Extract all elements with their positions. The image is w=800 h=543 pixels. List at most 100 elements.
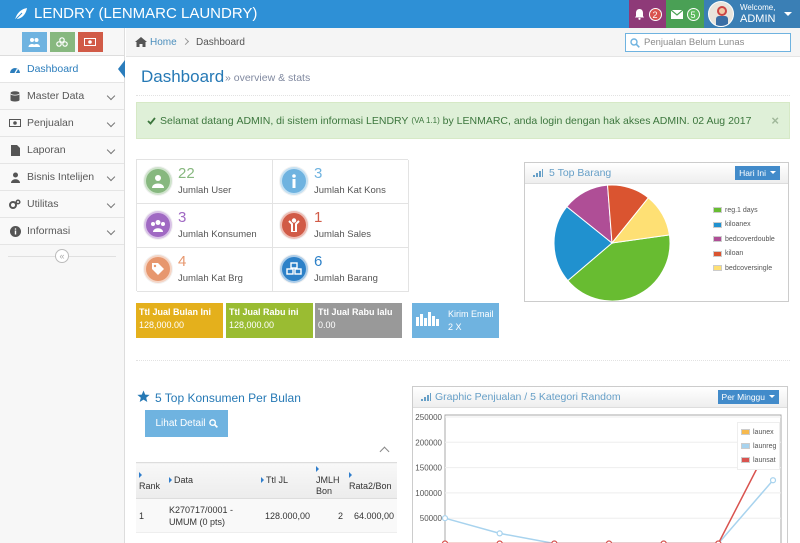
period-dropdown[interactable]: Hari Ini — [735, 166, 780, 180]
sidebar-item-label: Utilitas — [27, 198, 59, 210]
stat-label: Jumlah Konsumen — [178, 229, 257, 240]
alert-text-mid: , di sistem informasi — [270, 114, 367, 127]
sidebar-item-label: Dashboard — [27, 63, 79, 75]
graphic-penjualan-widget: Graphic Penjualan / 5 Kategori Random Pe… — [412, 386, 788, 543]
chevron-down-icon — [106, 145, 116, 155]
chevron-up-icon[interactable] — [379, 446, 390, 457]
kirim-email-count: 2 X — [448, 322, 462, 332]
stat-label: Jumlah Kat Kons — [314, 185, 386, 196]
kirim-email-box[interactable]: Kirim Email 2 X — [412, 303, 499, 338]
lihat-detail-label: Lihat Detail — [155, 418, 206, 429]
page-title: Dashboard — [141, 67, 225, 86]
user-icon — [9, 171, 21, 183]
notifications-button[interactable]: 2 — [629, 0, 666, 28]
chevron-down-icon — [106, 199, 116, 209]
legend-swatch — [713, 236, 722, 243]
top-barang-widget: 5 Top Barang Hari Ini reg.1 days kiloane… — [524, 162, 789, 302]
infobox-title: Ttl Jual Bulan Ini — [139, 307, 212, 317]
brand[interactable]: LENDRY (LENMARC LAUNDRY) — [14, 4, 257, 24]
y-tick-label: 50000 — [420, 514, 443, 523]
welcome-text: Welcome, ADMIN — [740, 3, 775, 25]
shortcut-users-button[interactable] — [21, 31, 47, 52]
legend-swatch — [713, 221, 722, 228]
pie-chart — [553, 185, 671, 301]
avatar — [708, 1, 734, 27]
y-tick-label: 150000 — [415, 464, 442, 473]
chevron-down-icon — [106, 226, 116, 236]
widget-title: Graphic Penjualan / 5 Kategori Random — [435, 391, 621, 403]
column-header-rata2-bon[interactable]: Rata2/Bon — [346, 462, 397, 499]
sidebar-collapse-button[interactable]: « — [55, 249, 69, 263]
table-row: 1 K270717/0001 - UMUM (0 pts) 128.000,00… — [136, 498, 397, 533]
alert-user: ADMIN — [236, 114, 271, 127]
tags-icon — [144, 255, 172, 283]
shortcut-money-button[interactable] — [77, 31, 103, 52]
cell-rank: 1 — [136, 498, 166, 533]
home-icon — [135, 37, 147, 47]
sidebar-item-master-data[interactable]: Master Data — [0, 83, 124, 110]
welcome-label: Welcome, — [740, 3, 776, 12]
breadcrumb-home-link[interactable]: Home — [150, 37, 177, 48]
stat-label: Jumlah User — [178, 185, 232, 196]
sidebar-item-laporan[interactable]: Laporan — [0, 137, 124, 164]
legend-label: kiloanex — [725, 221, 751, 229]
alert-text-suffix: by LENMARC, anda login dengan hak akses … — [439, 114, 752, 127]
sidebar: Dashboard Master Data Penjualan Laporan … — [0, 28, 125, 543]
chevron-right-icon — [181, 37, 190, 46]
kirim-email-title: Kirim Email — [448, 309, 494, 319]
top-konsumen-table: Rank Data Ttl JL JMLH Bon Rata2/Bon 1 K2… — [136, 462, 397, 533]
legend-label: kiloan — [725, 250, 744, 258]
chevron-down-icon — [106, 172, 116, 182]
close-icon[interactable]: × — [771, 113, 779, 128]
money-icon — [84, 37, 96, 46]
cubes-icon — [280, 255, 308, 283]
page-subtitle: » overview & stats — [225, 72, 311, 84]
stat-label: Jumlah Kat Brg — [178, 273, 243, 284]
sidebar-collapse-row: « — [0, 245, 124, 267]
legend-swatch — [713, 265, 722, 272]
legend-label: bedcoverdouble — [725, 235, 775, 243]
sidebar-item-bisnis-intelijen[interactable]: Bisnis Intelijen — [0, 164, 124, 191]
infobox-title: Ttl Jual Rabu ini — [229, 307, 299, 317]
top-konsumen-title: 5 Top Konsumen Per Bulan — [155, 391, 301, 405]
cogs-icon — [9, 198, 21, 210]
legend-swatch — [741, 457, 750, 463]
line-legend: launex launreg launsat — [737, 422, 781, 470]
infobox-ttl-jual-rabu-lalu: Ttl Jual Rabu lalu 0.00 — [315, 303, 402, 338]
signal-icon — [421, 393, 431, 401]
sidebar-item-penjualan[interactable]: Penjualan — [0, 110, 124, 137]
line-chart: 250000 200000 150000 100000 50000 — [415, 413, 782, 543]
column-header-rank[interactable]: Rank — [136, 462, 166, 499]
column-label: Rank — [139, 480, 161, 491]
column-header-data[interactable]: Data — [166, 462, 258, 499]
breadcrumb-current: Dashboard — [196, 37, 245, 48]
sort-icon — [169, 477, 172, 483]
period-dropdown[interactable]: Per Minggu — [717, 390, 779, 404]
column-label: Ttl JL — [266, 475, 289, 485]
sidebar-item-informasi[interactable]: Informasi — [0, 218, 124, 245]
lihat-detail-button[interactable]: Lihat Detail — [145, 410, 228, 437]
caret-down-icon — [784, 12, 792, 16]
infobox-title: Ttl Jual Rabu lalu — [318, 307, 393, 317]
sidebar-item-label: Master Data — [27, 90, 85, 102]
sidebar-item-dashboard[interactable]: Dashboard — [0, 56, 125, 83]
sort-icon — [139, 471, 142, 478]
shortcut-group-button[interactable] — [49, 31, 75, 52]
column-header-ttl-jl[interactable]: Ttl JL — [258, 462, 313, 499]
column-label: Rata2/Bon — [349, 480, 392, 491]
messages-button[interactable]: 5 — [666, 0, 704, 28]
welcome-alert: Selamat datang ADMIN , di sistem informa… — [136, 102, 790, 139]
users-icon — [144, 211, 172, 239]
breadcrumb: Home Dashboard — [126, 28, 800, 57]
sidebar-item-utilitas[interactable]: Utilitas — [0, 191, 124, 218]
message-count-badge: 5 — [686, 7, 700, 21]
signal-icon — [533, 169, 543, 177]
column-header-jmlh-bon[interactable]: JMLH Bon — [313, 462, 346, 499]
sort-icon — [316, 466, 319, 472]
infobox-value: 128,000.00 — [229, 320, 275, 330]
user-menu[interactable]: Welcome, ADMIN — [704, 0, 800, 28]
search-input[interactable] — [644, 37, 784, 48]
y-tick-label: 250000 — [415, 413, 442, 422]
sidebar-item-label: Laporan — [27, 144, 66, 156]
sidebar-item-label: Bisnis Intelijen — [27, 171, 95, 183]
